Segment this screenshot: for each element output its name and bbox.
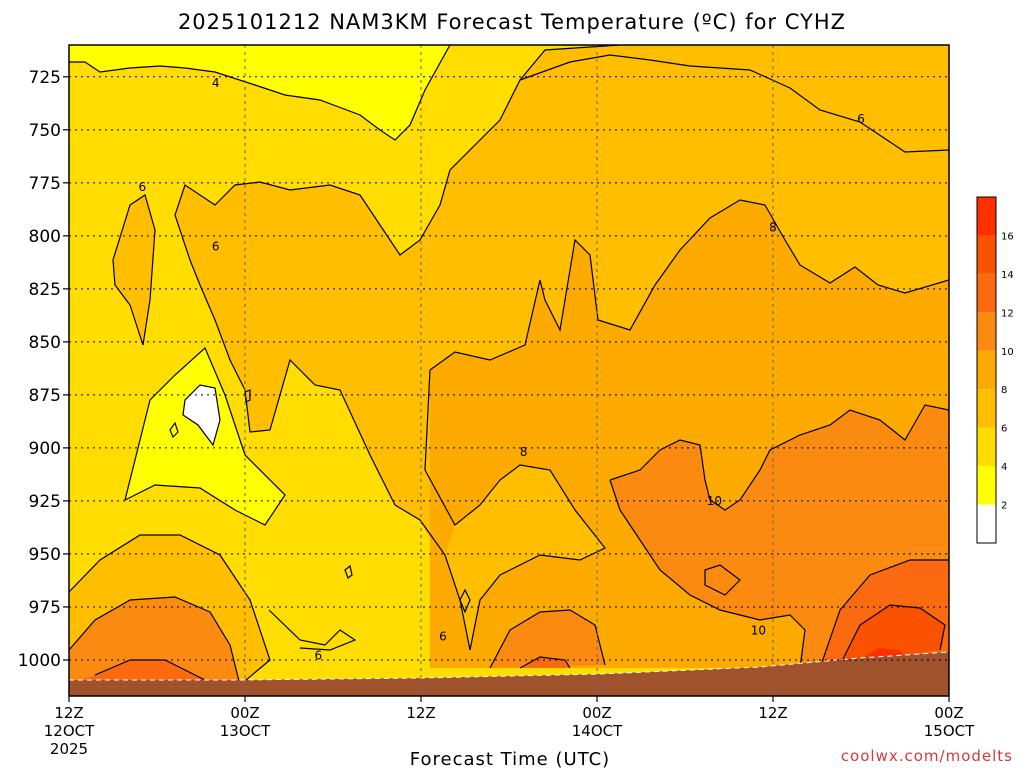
contour-label-5: 6 [857,112,865,126]
contour-lines [69,45,949,686]
band-6-8-small [113,195,155,345]
colorbar-label-5: 12 [1001,308,1014,319]
x-tick-label-0-1: 12Z [54,704,83,722]
contour-line [69,534,271,686]
x-tick-label-5-2: 15OCT [924,722,975,740]
contour-line [819,559,949,669]
band-12-14 [69,560,949,685]
contour-line [519,656,571,669]
y-tick-label-825: 825 [29,280,61,300]
horizontal-gridlines [69,76,949,661]
x-tick-label-3-2: 14OCT [572,722,623,740]
ground-surface-line [69,651,950,681]
colorbar-swatch-8 [977,197,996,236]
colorbar-label-6: 14 [1001,270,1014,281]
y-tick-label-850: 850 [29,333,61,353]
y-tick-label-750: 750 [29,121,61,141]
contour-line [429,199,949,371]
colorbar-label-4: 10 [1001,347,1014,358]
x-tick-label-1-2: 13OCT [220,722,271,740]
contour-line [124,346,286,526]
colorbar-swatch-6 [977,273,996,313]
colorbar-swatch-5 [977,312,996,351]
y-tick-label-775: 775 [29,174,61,194]
colorbar-swatch-0 [977,504,996,543]
contour-line [268,609,357,651]
plot-frame [68,44,950,697]
y-tick-label-1000: 1000 [18,651,61,671]
contour-line [112,194,156,346]
chart-title: 2025101212 NAM3KM Forecast Temperature (… [178,10,846,34]
x-axis-label: Forecast Time (UTC) [410,749,610,768]
x-tick-label-0-2: 12OCT [44,722,95,740]
contour-line [169,421,179,439]
x-tick-label-5-1: 00Z [934,704,963,722]
band-14-16 [840,605,945,665]
ground-fill [69,652,949,696]
y-axis-ticks: 725 750 775 800 825 850 875 900 925 950 975 1000 [18,68,69,671]
y-tick-label-725: 725 [29,68,61,88]
colorbar-label-3: 8 [1001,385,1007,396]
band-10-12-bottom-left [69,597,240,685]
colorbar-swatch-1 [977,466,996,505]
contour-line [69,45,451,141]
contour-label-2: 6 [212,239,220,253]
band-10-12-bottom-mid [490,610,605,668]
contour-label-4: 6 [439,630,447,644]
colorbar-frame [976,196,997,544]
contour-line [459,588,471,614]
colorbar-label-2: 6 [1001,424,1007,435]
colorbar-swatch-2 [977,427,996,467]
x-tick-label-2-1: 12Z [406,704,435,722]
band-8-10-hole [445,465,605,650]
x-tick-label-0-3: 2025 [50,740,88,758]
y-tick-label-975: 975 [29,598,61,618]
colorbar-label-1: 4 [1001,462,1007,473]
x-tick-label-4-1: 12Z [758,704,787,722]
contour-label-0: 4 [212,76,220,90]
contour-label-1: 6 [139,180,147,194]
contour-label-7: 8 [769,220,777,234]
contour-line [489,609,606,669]
contour-line [174,45,949,651]
band-0-2 [183,385,220,445]
temperature-fill [69,45,949,696]
contour-line [704,564,741,596]
y-tick-label-925: 925 [29,492,61,512]
contour-line [182,384,221,447]
y-tick-label-900: 900 [29,439,61,459]
x-tick-label-1-1: 00Z [230,704,259,722]
contour-label-3: 6 [315,649,323,663]
contour-label-8: 10 [707,494,722,508]
contour-line [609,479,806,669]
colorbar-swatch-3 [977,389,996,428]
contour-line [609,404,949,511]
contour-line [424,369,606,651]
colorbar-label-0: 2 [1001,501,1007,512]
contour-labels: 4 6 6 6 6 6 8 8 10 10 [139,76,865,663]
y-tick-label-800: 800 [29,227,61,247]
colorbar: 2 4 6 8 10 12 14 16 [976,196,1014,544]
colorbar-swatch-7 [977,235,996,274]
y-tick-label-950: 950 [29,545,61,565]
contour-line [244,389,251,403]
credit-text: coolwx.com/modelts [841,747,1013,765]
y-tick-label-875: 875 [29,386,61,406]
contour-line [839,604,946,666]
colorbar-swatch-4 [977,350,996,390]
colorbar-label-7: 16 [1001,231,1014,242]
contour-label-6: 8 [520,445,528,459]
contour-line [69,596,241,686]
contour-label-9: 10 [751,623,766,637]
band-6-8-left [175,55,949,520]
x-tick-label-3-1: 00Z [582,704,611,722]
contour-line [344,564,353,579]
band-2-4-upper [69,45,450,140]
